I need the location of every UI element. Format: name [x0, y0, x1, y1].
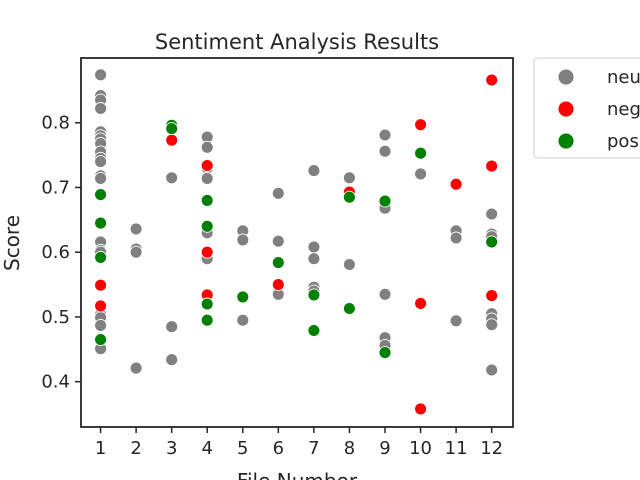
- legend-marker-neg: [557, 100, 575, 118]
- point-pos-14: [342, 190, 356, 204]
- x-tick-label-2: 2: [130, 438, 141, 459]
- y-tick-label-0.5: 0.5: [41, 307, 70, 328]
- point-pos-11: [271, 256, 285, 270]
- point-pos-0: [94, 188, 108, 202]
- point-neu-25: [165, 171, 179, 185]
- legend-label-pos: pos: [607, 131, 639, 152]
- point-neg-9: [414, 296, 428, 310]
- x-tick-label-7: 7: [308, 438, 319, 459]
- x-tick-label-1: 1: [95, 438, 106, 459]
- point-neg-0: [94, 278, 108, 292]
- x-tick-label-6: 6: [273, 438, 284, 459]
- chart-title: Sentiment Analysis Results: [155, 30, 439, 54]
- legend-marker-pos: [557, 132, 575, 150]
- x-tick-label-5: 5: [237, 438, 248, 459]
- legend: neu neg pos: [533, 57, 640, 159]
- point-neu-10: [94, 155, 108, 169]
- point-pos-8: [200, 297, 214, 311]
- point-neu-23: [129, 361, 143, 375]
- point-neu-49: [378, 144, 392, 158]
- point-neu-58: [485, 207, 499, 221]
- point-neu-41: [307, 164, 321, 178]
- point-neg-1: [94, 299, 108, 313]
- point-pos-19: [485, 235, 499, 249]
- point-neu-27: [165, 353, 179, 367]
- x-tick-label-4: 4: [201, 438, 212, 459]
- point-neu-42: [307, 240, 321, 254]
- point-pos-17: [378, 346, 392, 360]
- point-neu-37: [236, 313, 250, 327]
- point-neg-2: [165, 133, 179, 147]
- point-pos-10: [236, 290, 250, 304]
- y-tick-label-0.4: 0.4: [41, 372, 70, 393]
- point-neu-56: [449, 231, 463, 245]
- point-pos-3: [94, 333, 108, 347]
- point-pos-9: [200, 313, 214, 327]
- point-neg-10: [414, 402, 428, 416]
- point-neu-36: [236, 233, 250, 247]
- point-pos-18: [414, 146, 428, 160]
- point-neg-3: [200, 159, 214, 172]
- point-neu-54: [414, 167, 428, 181]
- point-neu-63: [485, 318, 499, 332]
- point-pos-13: [307, 324, 321, 337]
- point-pos-12: [307, 288, 321, 302]
- point-pos-6: [200, 193, 214, 207]
- point-neu-64: [485, 363, 499, 377]
- marks-layer: [94, 68, 499, 416]
- y-tick-label-0.7: 0.7: [41, 177, 70, 198]
- x-tick-label-12: 12: [480, 438, 503, 459]
- legend-label-neu: neu: [607, 67, 640, 88]
- point-neg-12: [485, 73, 499, 87]
- y-axis-title: Score: [0, 215, 24, 271]
- point-neu-51: [378, 287, 392, 301]
- point-neu-38: [271, 186, 285, 200]
- point-neg-4: [200, 245, 214, 259]
- x-axis-title: File Number: [237, 469, 358, 480]
- y-tick-label-0.8: 0.8: [41, 113, 70, 134]
- x-tick-label-8: 8: [344, 438, 355, 459]
- point-neu-48: [378, 128, 392, 142]
- ticks-layer: 1 2 3 4 5 6 7 8 9 10 11 120.40.50.60.70.8: [41, 113, 503, 459]
- point-neg-13: [485, 159, 499, 173]
- point-neu-57: [449, 314, 463, 328]
- point-neg-14: [485, 289, 499, 303]
- legend-label-neg: neg: [607, 99, 640, 120]
- x-tick-label-3: 3: [166, 438, 177, 459]
- x-tick-label-10: 10: [409, 438, 432, 459]
- x-tick-label-11: 11: [445, 438, 468, 459]
- point-pos-15: [342, 302, 356, 315]
- point-neg-11: [449, 177, 463, 191]
- point-neu-39: [271, 234, 285, 248]
- plot-frame: [80, 57, 514, 428]
- x-tick-label-9: 9: [379, 438, 390, 459]
- y-tick-label-0.6: 0.6: [41, 242, 70, 263]
- point-neu-22: [129, 245, 143, 259]
- point-neu-20: [129, 222, 143, 236]
- point-pos-2: [94, 250, 108, 264]
- point-pos-7: [200, 219, 214, 233]
- point-neu-26: [165, 320, 179, 334]
- point-neu-29: [200, 140, 214, 154]
- point-neg-8: [414, 118, 428, 132]
- point-neu-18: [94, 318, 108, 332]
- point-neu-0: [94, 68, 108, 82]
- point-neu-3: [94, 102, 108, 115]
- point-neu-12: [94, 171, 108, 185]
- point-neu-47: [342, 258, 356, 271]
- point-pos-1: [94, 216, 108, 230]
- point-neg-6: [271, 278, 285, 292]
- point-pos-16: [378, 194, 392, 208]
- legend-marker-neu: [557, 68, 575, 86]
- point-pos-5: [165, 122, 179, 136]
- point-neu-46: [342, 171, 356, 185]
- point-neu-43: [307, 252, 321, 266]
- point-neu-31: [200, 171, 214, 185]
